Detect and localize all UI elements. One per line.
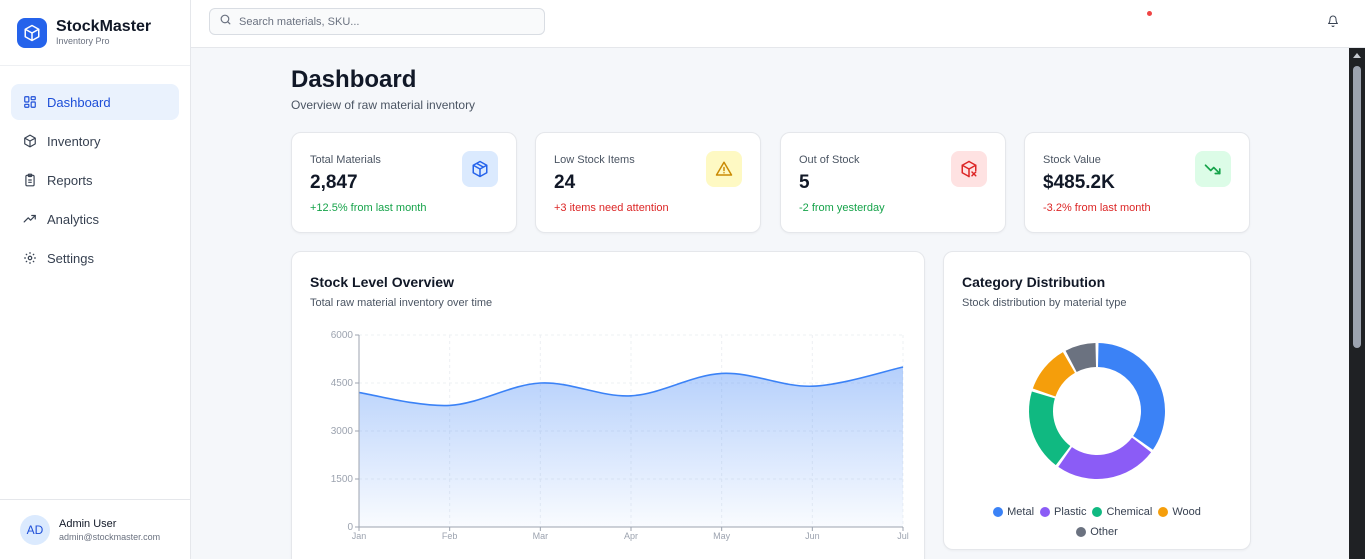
user-name: Admin User — [59, 517, 117, 530]
y-tick-label: 4500 — [331, 378, 354, 389]
legend-label: Wood — [1172, 506, 1201, 518]
legend-label: Metal — [1007, 506, 1035, 518]
y-tick-label: 3000 — [331, 426, 354, 437]
scroll-up-arrow-icon[interactable] — [1353, 53, 1361, 58]
stat-value: 24 — [554, 172, 576, 193]
stat-change: -3.2% from last month — [1043, 202, 1151, 214]
x-tick-label: May — [713, 531, 731, 541]
chart-legend: Metal Plastic Chemical Wood Other — [944, 503, 1250, 543]
legend-label: Other — [1090, 526, 1118, 538]
sidebar-item-label: Analytics — [47, 211, 100, 227]
category-donut-chart — [1029, 343, 1165, 479]
search-input[interactable] — [239, 15, 529, 28]
search-icon — [219, 13, 232, 31]
y-tick-label: 6000 — [331, 330, 354, 341]
y-tick-label: 0 — [347, 522, 353, 533]
topbar — [191, 0, 1365, 48]
legend-item-wood[interactable]: Wood — [1158, 503, 1201, 521]
sidebar: StockMaster Inventory Pro Dashboard Inve… — [0, 0, 191, 559]
clipboard-icon — [23, 173, 37, 187]
legend-label: Plastic — [1054, 506, 1087, 518]
legend-item-chemical[interactable]: Chemical — [1092, 503, 1152, 521]
avatar: AD — [20, 514, 50, 545]
panel-subtitle: Total raw material inventory over time — [310, 297, 493, 309]
legend-swatch — [1092, 507, 1103, 517]
sidebar-item-label: Inventory — [47, 133, 101, 149]
scroll-thumb[interactable] — [1353, 66, 1361, 348]
stat-card-total-materials: Total Materials 2,847 +12.5% from last m… — [291, 132, 517, 233]
trend-icon — [23, 212, 37, 226]
area-fill — [359, 367, 903, 527]
x-tick-label: Jun — [805, 531, 820, 541]
sidebar-item-reports[interactable]: Reports — [11, 162, 179, 198]
stat-label: Total Materials — [310, 154, 381, 166]
panel-title: Category Distribution — [962, 274, 1106, 290]
warning-icon — [706, 151, 742, 187]
stat-card-stock-value: Stock Value $485.2K -3.2% from last mont… — [1024, 132, 1250, 233]
legend-swatch — [993, 507, 1004, 517]
stat-label: Out of Stock — [799, 154, 860, 166]
legend-item-plastic[interactable]: Plastic — [1040, 503, 1086, 521]
sidebar-item-settings[interactable]: Settings — [11, 240, 179, 276]
package-icon — [462, 151, 498, 187]
sidebar-item-label: Dashboard — [47, 94, 111, 110]
package-icon — [17, 17, 47, 48]
brand: StockMaster Inventory Pro — [0, 0, 190, 66]
stock-area-chart: 0 1500 3000 4500 6000 Jan Feb Mar Apr May Jun Jul — [331, 330, 909, 541]
stat-change: +12.5% from last month — [310, 202, 427, 214]
stat-change: +3 items need attention — [554, 202, 669, 214]
package-icon — [23, 134, 37, 148]
pie-slice-other[interactable] — [1065, 343, 1097, 372]
stat-value: 5 — [799, 172, 810, 193]
sidebar-item-dashboard[interactable]: Dashboard — [11, 84, 179, 120]
stat-label: Stock Value — [1043, 154, 1101, 166]
x-tick-label: Jul — [897, 531, 909, 541]
y-tick-label: 1500 — [331, 474, 354, 485]
category-panel: Category Distribution Stock distribution… — [943, 251, 1251, 550]
page-subtitle: Overview of raw material inventory — [291, 98, 476, 112]
x-tick-label: Apr — [624, 531, 638, 541]
stock-level-panel: Stock Level Overview Total raw material … — [291, 251, 925, 559]
search-box — [209, 8, 545, 35]
package-x-icon — [951, 151, 987, 187]
page-title: Dashboard — [291, 66, 417, 93]
panel-subtitle: Stock distribution by material type — [962, 297, 1127, 309]
legend-swatch — [1158, 507, 1169, 517]
stat-value: 2,847 — [310, 172, 358, 193]
x-tick-label: Feb — [442, 531, 458, 541]
grid-icon — [23, 95, 37, 109]
stat-card-low-stock: Low Stock Items 24 +3 items need attenti… — [535, 132, 761, 233]
notification-dot — [1147, 11, 1152, 16]
user-email: admin@stockmaster.com — [59, 531, 161, 542]
stat-change: -2 from yesterday — [799, 202, 885, 214]
brand-subtitle: Inventory Pro — [56, 36, 110, 46]
sidebar-item-label: Settings — [47, 250, 94, 266]
bell-icon[interactable] — [1327, 14, 1341, 28]
legend-swatch — [1040, 507, 1051, 517]
stat-value: $485.2K — [1043, 172, 1115, 193]
pie-slice-chemical[interactable] — [1029, 391, 1071, 466]
sidebar-nav: Dashboard Inventory Reports Analytics Se… — [0, 66, 190, 276]
x-tick-label: Jan — [352, 531, 367, 541]
pie-slice-wood[interactable] — [1032, 352, 1075, 397]
legend-item-other[interactable]: Other — [1076, 523, 1118, 541]
sidebar-item-label: Reports — [47, 172, 93, 188]
pie-slice-metal[interactable] — [1097, 343, 1165, 450]
sidebar-item-inventory[interactable]: Inventory — [11, 123, 179, 159]
stat-label: Low Stock Items — [554, 154, 635, 166]
gear-icon — [23, 251, 37, 265]
scrollbar[interactable] — [1349, 48, 1365, 559]
brand-name: StockMaster — [56, 18, 152, 35]
legend-swatch — [1076, 527, 1087, 537]
x-tick-label: Mar — [533, 531, 549, 541]
pie-slice-plastic[interactable] — [1058, 437, 1152, 479]
panel-title: Stock Level Overview — [310, 274, 454, 290]
legend-item-metal[interactable]: Metal — [993, 503, 1034, 521]
stat-card-out-of-stock: Out of Stock 5 -2 from yesterday — [780, 132, 1006, 233]
user-profile[interactable]: AD Admin User admin@stockmaster.com — [0, 499, 190, 559]
trending-down-icon — [1195, 151, 1231, 187]
legend-label: Chemical — [1106, 506, 1153, 518]
sidebar-item-analytics[interactable]: Analytics — [11, 201, 179, 237]
